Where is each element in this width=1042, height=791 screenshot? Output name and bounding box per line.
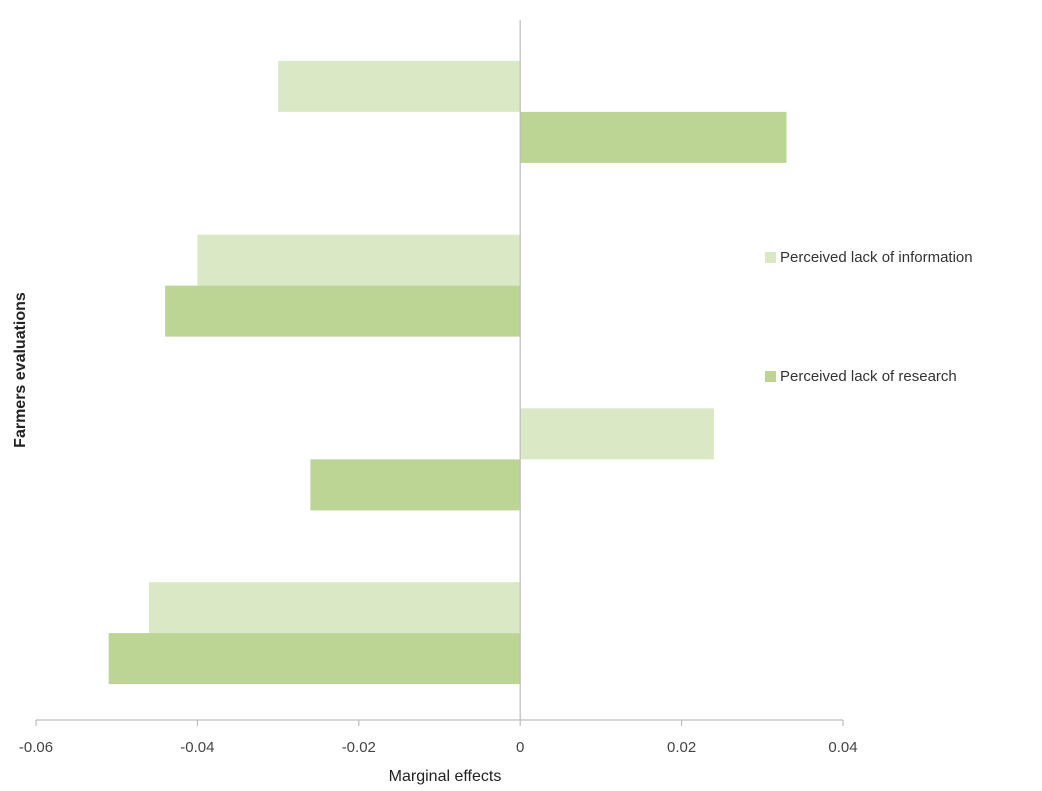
legend-swatch-2 [765, 371, 776, 382]
bar-s1-g3 [520, 408, 714, 460]
x-tick-label: 0 [516, 739, 524, 756]
x-tick-label: 0.04 [828, 739, 857, 756]
bar-s1-g1 [278, 60, 521, 112]
y-axis-title: Farmers evaluations [12, 292, 29, 448]
bar-s2-g1 [520, 111, 787, 163]
bar-s1-g4 [148, 582, 521, 634]
bar-s2-g4 [108, 633, 521, 685]
bars-layer [108, 60, 787, 685]
bar-s2-g3 [310, 459, 521, 511]
legend-label-1: Perceived lack of information [780, 249, 973, 266]
legend: Perceived lack of information Perceived l… [765, 249, 973, 385]
x-tick-label: -0.06 [19, 739, 53, 756]
x-tick-label: -0.04 [180, 739, 214, 756]
bar-s1-g2 [197, 234, 521, 286]
x-tick-label: 0.02 [667, 739, 696, 756]
x-axis-ticks: -0.06 -0.04 -0.02 0 0.02 0.04 [19, 720, 858, 756]
x-tick-label: -0.02 [342, 739, 376, 756]
x-axis-title: Marginal effects [389, 768, 502, 785]
bar-s2-g2 [165, 285, 521, 337]
legend-label-2: Perceived lack of research [780, 368, 957, 385]
legend-swatch-1 [765, 252, 776, 263]
